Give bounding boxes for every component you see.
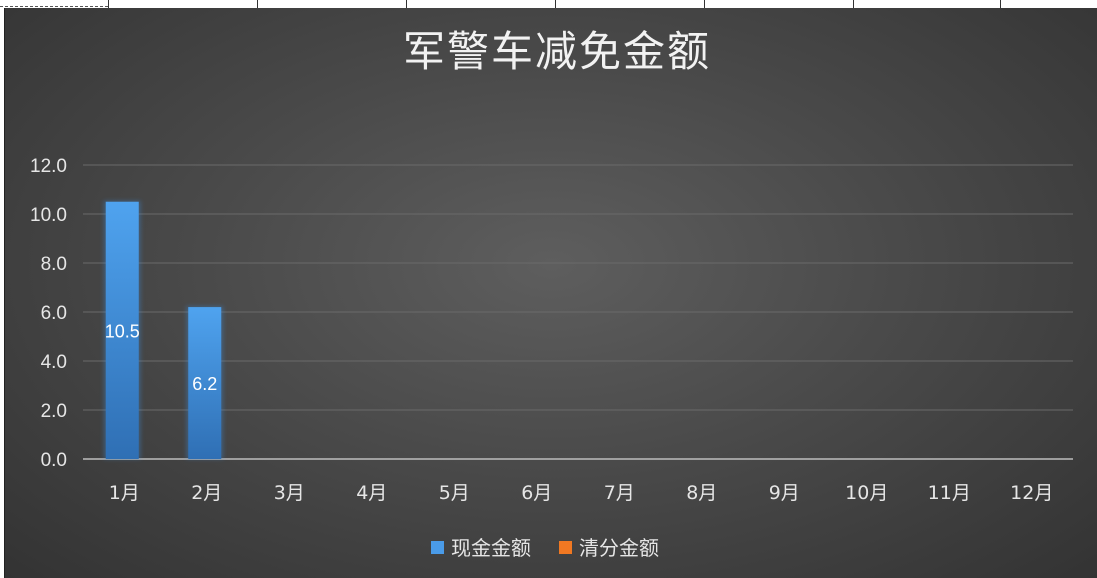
gridlines [83,164,1073,460]
y-tick-label: 6.0 [41,303,67,324]
x-tick-label: 7月 [604,482,635,504]
legend-swatch [559,541,572,554]
bar [188,307,222,459]
legend-label: 现金金额 [451,536,531,560]
dashed-border [0,6,108,7]
cell-divider [108,0,109,8]
legend-swatch [431,541,444,554]
x-tick-label: 3月 [274,482,305,504]
x-tick-label: 1月 [109,482,140,504]
y-tick-label: 10.0 [30,205,67,226]
cell-divider [406,0,407,8]
bar-chart: 军警车减免金额 0.02.04.06.08.010.012.0 10.56.2 … [30,27,1073,560]
cell-divider [257,0,258,8]
chart-area: 军警车减免金额 0.0 2.0 4.0 6.0 8.0 10.0 12.0 10.5 6.2 … [4,8,1097,578]
data-label: 10.5 [105,321,140,341]
x-axis: 1月 2月 3月 4月 5月 6月 7月 8月 9月 10月 11月 12月 [109,482,1054,504]
x-tick-label: 4月 [356,482,387,504]
y-tick-label: 0.0 [41,450,67,471]
data-label: 6.2 [192,374,217,394]
y-tick-label: 4.0 [41,352,67,373]
x-tick-label: 10月 [845,482,888,504]
x-tick-label: 8月 [686,482,717,504]
legend-label: 清分金额 [579,536,659,560]
x-tick-label: 9月 [769,482,800,504]
legend: 现金金额 清分金额 [431,536,659,560]
x-tick-label: 12月 [1010,482,1053,504]
y-tick-label: 2.0 [41,401,67,422]
x-tick-label: 5月 [439,482,470,504]
y-tick-label: 12.0 [30,156,67,177]
y-tick-label: 8.0 [41,254,67,275]
x-tick-label: 11月 [928,482,971,504]
chart-title: 军警车减免金额 [403,27,711,76]
y-axis: 0.0 2.0 4.0 6.0 8.0 10.0 12.0 [30,156,67,471]
cell-divider [853,0,854,8]
cell-divider [555,0,556,8]
cell-divider [704,0,705,8]
top-border-strip [0,0,1097,8]
x-tick-label: 2月 [191,482,222,504]
cell-divider [1000,0,1001,8]
bars: 10.5 6.2 [103,200,224,459]
x-tick-label: 6月 [521,482,552,504]
bar [105,201,139,459]
